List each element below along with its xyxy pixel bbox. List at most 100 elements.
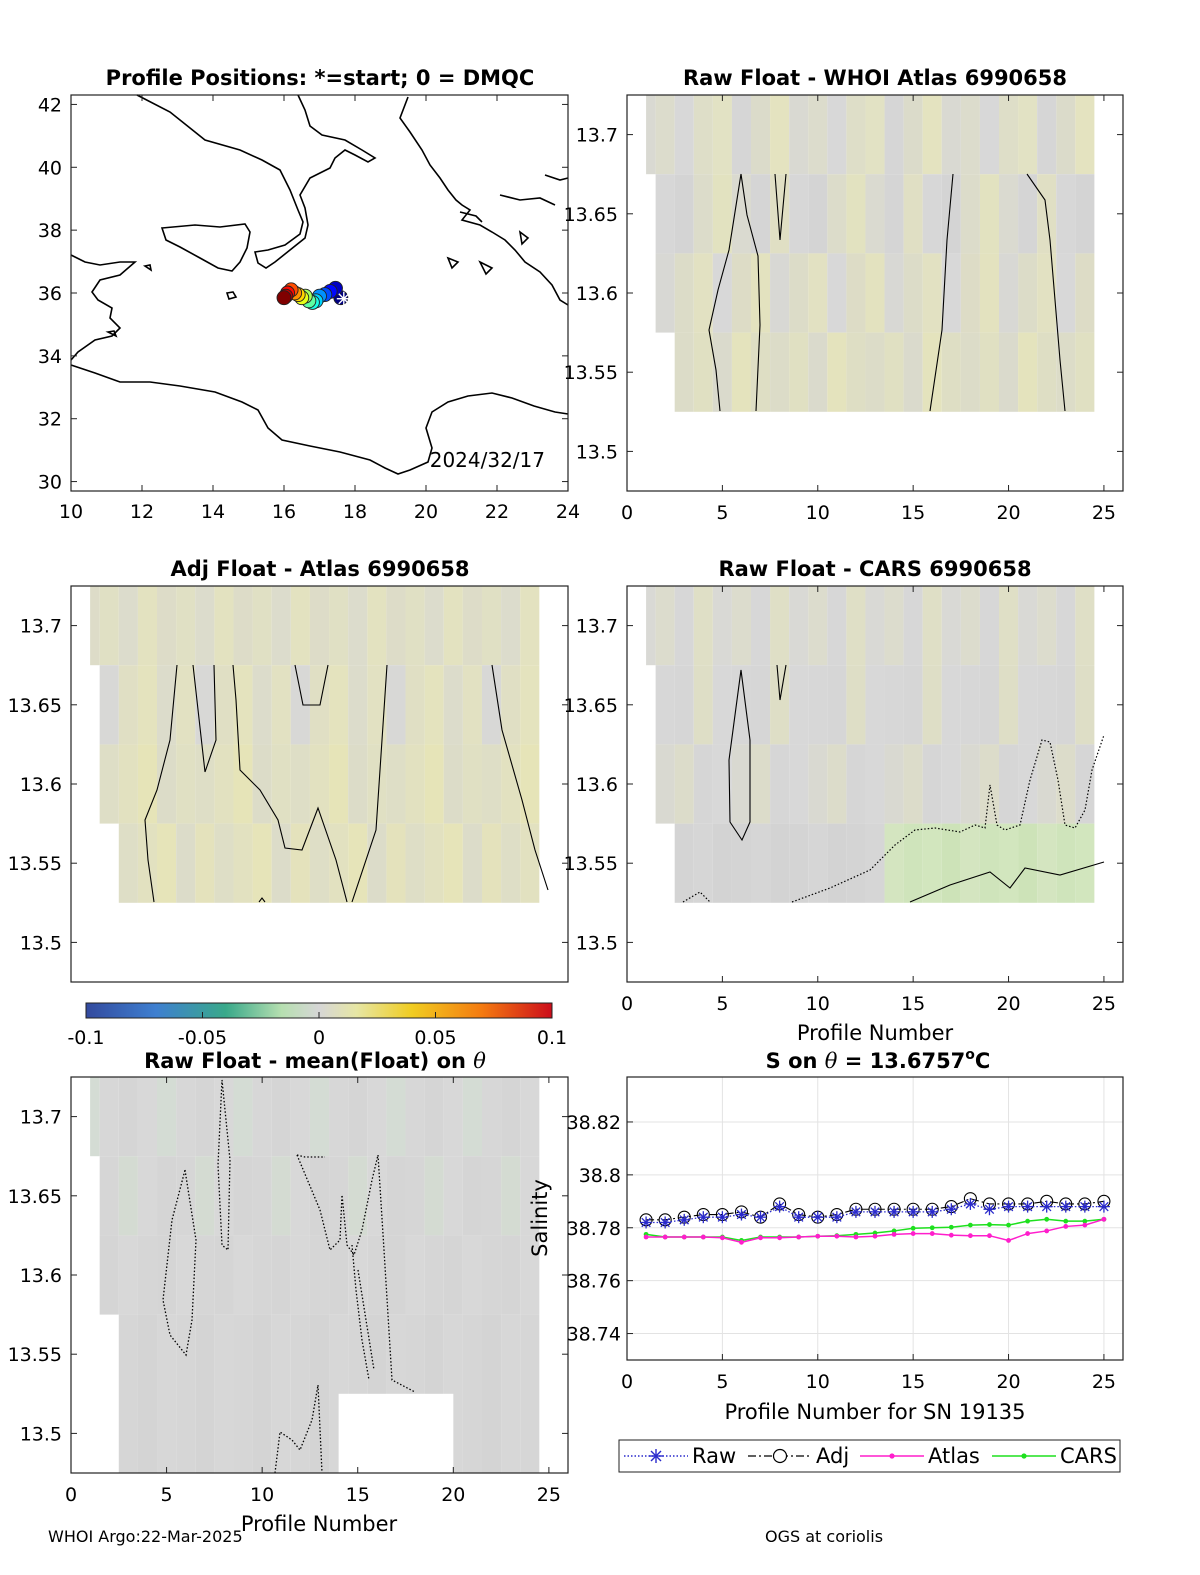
p3-y-tick-label: 13.7: [20, 616, 62, 638]
adj-atlas-cell: [501, 586, 521, 666]
raw-atlas-cell: [693, 174, 713, 254]
adj-atlas-cell: [405, 586, 425, 666]
raw-atlas-cell: [1056, 174, 1076, 254]
raw-atlas-cell: [693, 253, 713, 333]
salinity-y-tick-label: 38.78: [567, 1218, 621, 1240]
raw-cars-cell: [789, 665, 809, 745]
adj-atlas-cell: [195, 586, 215, 666]
atlas-point: [948, 1232, 954, 1238]
cars-point: [967, 1222, 973, 1228]
raw-cars-cell: [960, 823, 980, 903]
raw-mean-cell: [271, 1235, 291, 1315]
raw-cars-cell: [731, 665, 751, 745]
raw-cars-cell: [1075, 744, 1095, 824]
raw-mean-cell: [329, 1235, 349, 1315]
cars-point: [948, 1224, 954, 1230]
raw-atlas-cell: [655, 174, 675, 254]
raw-cars-cell: [655, 744, 675, 824]
raw-atlas-cell: [903, 174, 923, 254]
raw-mean-cell: [424, 1156, 444, 1236]
raw-atlas-cell: [884, 95, 904, 175]
raw-mean-cell: [386, 1156, 406, 1236]
raw-cars-cell: [941, 665, 961, 745]
raw-mean-cell: [348, 1156, 368, 1236]
raw-cars-cell: [674, 823, 694, 903]
p5-y-tick-label: 13.55: [8, 1344, 62, 1366]
raw-cars-title: Raw Float - CARS 6990658: [718, 557, 1031, 581]
adj-atlas-cell: [329, 744, 349, 824]
p5-y-tick-label: 13.7: [20, 1107, 62, 1129]
raw-atlas-cell: [865, 95, 885, 175]
raw-cars-cell: [712, 665, 732, 745]
raw-mean-cell: [405, 1156, 425, 1236]
adj-atlas-cell: [424, 823, 444, 903]
atlas-point: [1044, 1228, 1050, 1234]
raw-atlas-cell: [922, 95, 942, 175]
raw-mean-cell: [329, 1077, 349, 1157]
raw-point: [849, 1205, 862, 1218]
raw-atlas-cell: [674, 253, 694, 333]
salinity-x-tick-label: 20: [996, 1371, 1020, 1393]
raw-atlas-cell: [655, 253, 675, 333]
raw-atlas-cell: [789, 253, 809, 333]
raw-atlas-cell: [789, 174, 809, 254]
adj-atlas-cell: [309, 586, 330, 666]
adj-atlas-cell: [271, 744, 291, 824]
p4-y-tick-label: 13.65: [564, 695, 618, 717]
raw-cars-cell: [789, 744, 809, 824]
p5-x-tick-label: 15: [346, 1484, 370, 1506]
raw-atlas-cell: [770, 95, 790, 175]
adj-atlas-cell: [329, 665, 349, 745]
raw-point: [983, 1203, 996, 1216]
salinity-y-tick-label: 38.8: [579, 1165, 621, 1187]
legend-label-cars: CARS: [1060, 1444, 1117, 1468]
p2-x-tick-label: 0: [621, 502, 633, 524]
raw-atlas-cell: [941, 174, 961, 254]
raw-mean-cell: [481, 1314, 502, 1473]
cars-point: [910, 1225, 916, 1231]
adj-atlas-cell: [157, 823, 177, 903]
raw-mean-cell: [481, 1235, 502, 1315]
raw-cars-cell: [903, 744, 923, 824]
salinity-x-tick-label: 25: [1092, 1371, 1116, 1393]
raw-atlas-cell: [731, 253, 751, 333]
adj-atlas-cell: [405, 744, 425, 824]
raw-mean-cell: [137, 1235, 158, 1315]
atlas-point: [834, 1233, 840, 1239]
raw-cars-cell: [884, 823, 904, 903]
raw-mean-cell: [157, 1077, 177, 1157]
raw-mean-cell: [329, 1156, 349, 1236]
adj-atlas-cell: [443, 665, 463, 745]
raw-atlas-cell: [846, 95, 866, 175]
raw-mean-cell: [501, 1077, 521, 1157]
raw-atlas-cell: [1056, 95, 1076, 175]
raw-cars-cell: [960, 744, 980, 824]
adj-atlas-cell: [118, 823, 138, 903]
raw-mean-cell: [520, 1077, 540, 1157]
adj-atlas-cell: [195, 823, 215, 903]
cars-point: [1025, 1218, 1031, 1224]
salinity-legend: Raw Adj Atlas CARS: [618, 1439, 1121, 1473]
raw-atlas-cell: [808, 174, 828, 254]
raw-point: [964, 1197, 977, 1210]
atlas-point: [891, 1231, 897, 1237]
raw-cars-contours: [728, 664, 1105, 903]
raw-mean-cell: [195, 1314, 215, 1473]
raw-atlas-cell: [674, 95, 694, 175]
map-x-tick-label: 22: [485, 501, 509, 523]
adj-atlas-cell: [424, 665, 444, 745]
raw-cars-cell: [808, 823, 828, 903]
map-y-tick-label: 34: [38, 346, 62, 368]
adj-atlas-cell: [348, 744, 368, 824]
p2-x-tick-label: 20: [996, 502, 1020, 524]
adj-atlas-cell: [329, 823, 349, 903]
adj-atlas-cell: [137, 665, 158, 745]
raw-point: [1002, 1200, 1015, 1213]
raw-cars-cell: [693, 665, 713, 745]
raw-cars-y-ticks: 13.5 13.55 13.6 13.65 13.7: [564, 616, 1123, 954]
salinity-y-label: Salinity: [528, 1179, 552, 1257]
adj-atlas-cell: [252, 665, 272, 745]
raw-mean-cell: [481, 1156, 502, 1236]
raw-atlas-cell: [884, 253, 904, 333]
raw-mean-cell: [520, 1314, 540, 1473]
